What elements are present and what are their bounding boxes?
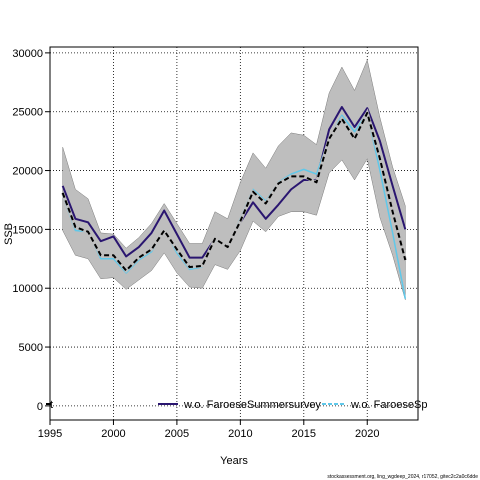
x-tick-label: 2005 — [165, 428, 189, 440]
y-tick-label: 30000 — [12, 48, 43, 60]
y-tick-label: 25000 — [12, 107, 43, 119]
plot-frame — [49, 46, 419, 421]
y-tick-label: 0 — [37, 401, 43, 413]
legend-label-2: w.o. FaroeseSummersurvey — [183, 399, 321, 411]
series-lines — [61, 106, 407, 299]
y-tick-label: 15000 — [12, 224, 43, 236]
y-tick-label: 20000 — [12, 166, 43, 178]
x-tick-label: 2020 — [355, 428, 379, 440]
footer-note: stockassessment.org, ling_wgdeep_2024, r… — [327, 474, 478, 480]
legend-label-3: w.o. FaroeseSp — [350, 399, 427, 411]
confidence-band — [62, 59, 406, 301]
x-tick-label: 2000 — [101, 428, 125, 440]
y-tick-label: 5000 — [19, 342, 43, 354]
x-tick-label: 2010 — [228, 428, 252, 440]
y-axis-title: SSB — [3, 223, 15, 245]
y-tick-label: 10000 — [12, 283, 43, 295]
legend: t w.o. FaroeseSummersurvey w.o. FaroeseS… — [46, 399, 427, 411]
series-line-1 — [61, 111, 407, 272]
y-axis: 0 5000 10000 15000 20000 25000 30000 — [12, 48, 50, 413]
x-tick-label: 2015 — [292, 428, 316, 440]
x-axis-title: Years — [220, 455, 248, 467]
x-axis: 1995 2000 2005 2010 2015 2020 — [38, 420, 379, 440]
x-tick-label: 1995 — [38, 428, 62, 440]
legend-label-1: t — [50, 399, 53, 411]
